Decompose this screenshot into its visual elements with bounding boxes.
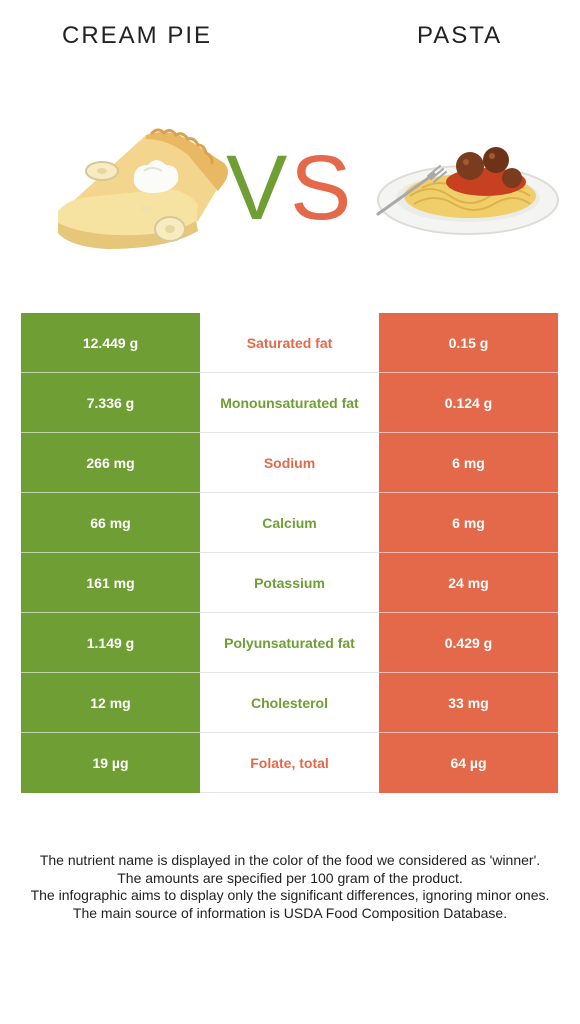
footnote-line-source: The main source of information is USDA F…: [72, 904, 508, 921]
vs-letter-s: S: [290, 142, 350, 224]
nutrient-name: Potassium: [200, 552, 379, 613]
footnote-line-differences: The infographic aims to display only the…: [30, 887, 550, 903]
right-food-title: PASTA: [417, 22, 503, 49]
cream-pie-image: [58, 128, 228, 249]
cream-pie-value: 66 mg: [21, 492, 200, 553]
pasta-value: 24 mg: [379, 552, 558, 613]
table-row: 7.336 g Monounsaturated fat 0.124 g: [21, 372, 558, 433]
cream-pie-value: 19 µg: [21, 732, 200, 793]
pasta-value: 0.15 g: [379, 313, 558, 373]
left-food-title: CREAM PIE: [62, 22, 213, 49]
cream-pie-value: 161 mg: [21, 552, 200, 613]
table-row: 66 mg Calcium 6 mg: [21, 492, 558, 553]
cream-pie-value: 12 mg: [21, 672, 200, 733]
table-row: 12 mg Cholesterol 33 mg: [21, 672, 558, 733]
cream-pie-value: 266 mg: [21, 432, 200, 493]
pasta-value: 0.429 g: [379, 612, 558, 673]
nutrient-name: Folate, total: [200, 732, 379, 793]
cream-pie-value: 12.449 g: [21, 313, 200, 373]
cream-pie-value: 7.336 g: [21, 372, 200, 433]
comparison-table: 12.449 g Saturated fat 0.15 g 7.336 g Monoun…: [21, 313, 558, 793]
pasta-value: 6 mg: [379, 432, 558, 493]
pasta-value: 0.124 g: [379, 372, 558, 433]
table-row: 266 mg Sodium 6 mg: [21, 432, 558, 493]
footnote-line-amounts: The amounts are specified per 100 gram o…: [117, 869, 463, 886]
table-row: 1.149 g Polyunsaturated fat 0.429 g: [21, 612, 558, 673]
pasta-value: 6 mg: [379, 492, 558, 553]
table-row: 161 mg Potassium 24 mg: [21, 552, 558, 613]
table-row: 12.449 g Saturated fat 0.15 g: [21, 313, 558, 373]
pasta-value: 64 µg: [379, 732, 558, 793]
pasta-value: 33 mg: [379, 672, 558, 733]
nutrient-name: Cholesterol: [200, 672, 379, 733]
table-row: 19 µg Folate, total 64 µg: [21, 732, 558, 793]
footnote-line-winner: The nutrient name is displayed in the co…: [39, 852, 541, 868]
nutrient-name: Calcium: [200, 492, 379, 553]
footnote: The nutrient name is displayed in the co…: [20, 852, 560, 922]
pasta-image: [376, 147, 559, 235]
nutrient-name: Saturated fat: [200, 313, 379, 373]
nutrient-name: Monounsaturated fat: [200, 372, 379, 433]
nutrient-name: Sodium: [200, 432, 379, 493]
nutrient-name: Polyunsaturated fat: [200, 612, 379, 673]
cream-pie-value: 1.149 g: [21, 612, 200, 673]
vs-letter-v: V: [226, 142, 287, 224]
vs-label: V S: [226, 142, 350, 224]
